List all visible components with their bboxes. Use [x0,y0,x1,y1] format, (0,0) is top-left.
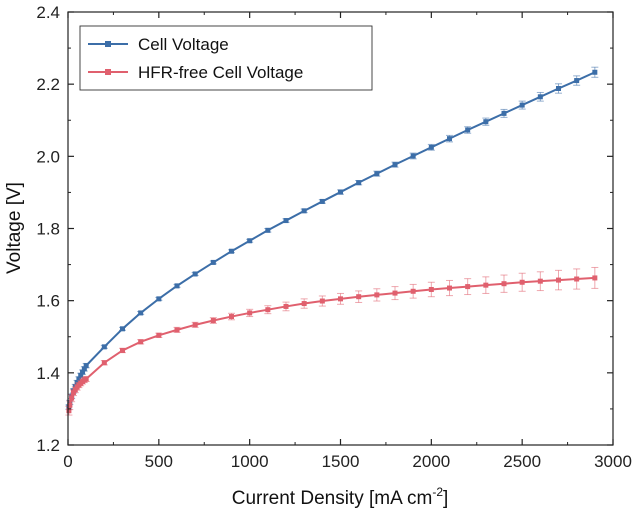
series-0-point [210,259,216,265]
series-0-point [410,153,416,159]
series-0-point [265,227,271,233]
x-axis-title-main: Current Density [mA cm [232,488,433,509]
series-1-point [66,408,72,414]
series-0-point [120,326,125,332]
series-1-point [592,275,598,281]
series-0-point [81,366,87,372]
y-tick-label: 1.6 [36,292,60,311]
series-0 [65,66,599,410]
series-1-point [138,339,144,345]
series-1-point [574,276,580,282]
series-1-point [174,327,180,333]
series-0-point [483,119,489,125]
series-1-point [301,301,307,307]
series-1-point [210,318,216,324]
plot-area [65,66,599,416]
series-0-point [76,376,82,382]
series-1-point [356,294,362,300]
series-1-point [69,395,75,401]
series-1-point [229,314,234,320]
x-tick-label: 1000 [231,452,269,471]
y-tick-label: 2.0 [36,147,60,166]
series-1-point [519,279,525,285]
series-0-point [592,69,598,75]
series-1-point [483,282,489,288]
series-0-point [229,248,234,254]
series-0-point [574,78,580,84]
x-axis-title-end: ] [443,488,448,509]
y-tick-label: 1.4 [36,364,60,383]
tick-marks: 0 500 1000 1500 2000 2500 3000 1.2 1.4 1.6 1.8 2.0 2… [36,3,632,471]
x-tick-label: 0 [63,452,72,471]
series-0-line [67,71,596,408]
series-0-point [192,271,198,277]
series-1-point [410,288,416,294]
series-1-point [72,387,78,393]
series-1-point [265,307,271,313]
series-1-point [156,332,162,338]
series-0-point [447,136,452,142]
series-0-point [519,102,525,108]
series-1-point [374,292,380,298]
series-0-point [392,162,398,168]
series-0-point [174,283,180,289]
series-0-point [283,218,289,224]
x-tick-label: 2500 [503,452,541,471]
legend-label-hfr-free: HFR-free Cell Voltage [138,63,303,82]
y-tick-label: 2.2 [36,75,60,94]
series-1-point [447,285,452,291]
x-tick-label: 2000 [412,452,450,471]
series-0-point [374,171,380,177]
series-0-point [428,144,434,150]
x-tick-label: 500 [145,452,173,471]
legend-marker-hfr-free [105,69,111,75]
x-axis-title: Current Density [mA cm-2] [232,485,449,509]
series-0-point [556,85,561,91]
series-1-point [465,284,471,290]
series-0-point [338,189,343,195]
legend: Cell Voltage HFR-free Cell Voltage [79,25,373,91]
series-1-point [283,303,289,309]
x-axis-title-sup: -2 [432,485,443,499]
series-0-point [101,344,107,350]
series-0-point [247,238,253,244]
y-tick-label: 1.2 [36,436,60,455]
series-1 [65,266,599,416]
series-1-point [247,310,253,316]
series-0-point [501,110,507,116]
series-0-point [80,369,86,375]
legend-box [79,25,373,91]
series-0-point [319,198,325,204]
series-0-point [465,127,471,133]
series-1-point [67,402,73,408]
series-1-point [83,376,89,382]
x-tick-label: 1500 [322,452,360,471]
legend-marker-cell-voltage [105,41,111,47]
y-axis-title: Voltage [V] [4,182,25,274]
x-tick-label: 3000 [594,452,632,471]
series-1-point [556,277,561,283]
series-1-point [392,290,398,296]
series-1-point [338,296,343,302]
series-0-point [78,372,84,378]
y-tick-label: 1.8 [36,220,60,239]
series-1-point [70,390,76,396]
legend-label-cell-voltage: Cell Voltage [138,35,229,54]
series-1-point [537,278,543,284]
series-1-point [428,286,434,292]
series-0-point [537,94,543,100]
series-0-point [356,180,362,186]
series-1-point [192,322,198,328]
series-0-point [301,208,307,214]
y-tick-label: 2.4 [36,3,60,22]
series-1-point [120,347,125,353]
series-1-point [501,281,507,287]
series-0-point [83,363,89,369]
series-0-point [156,296,162,302]
series-1-point [101,360,107,366]
series-1-line [67,276,595,411]
series-1-point [319,298,325,304]
series-0-point [138,310,144,316]
